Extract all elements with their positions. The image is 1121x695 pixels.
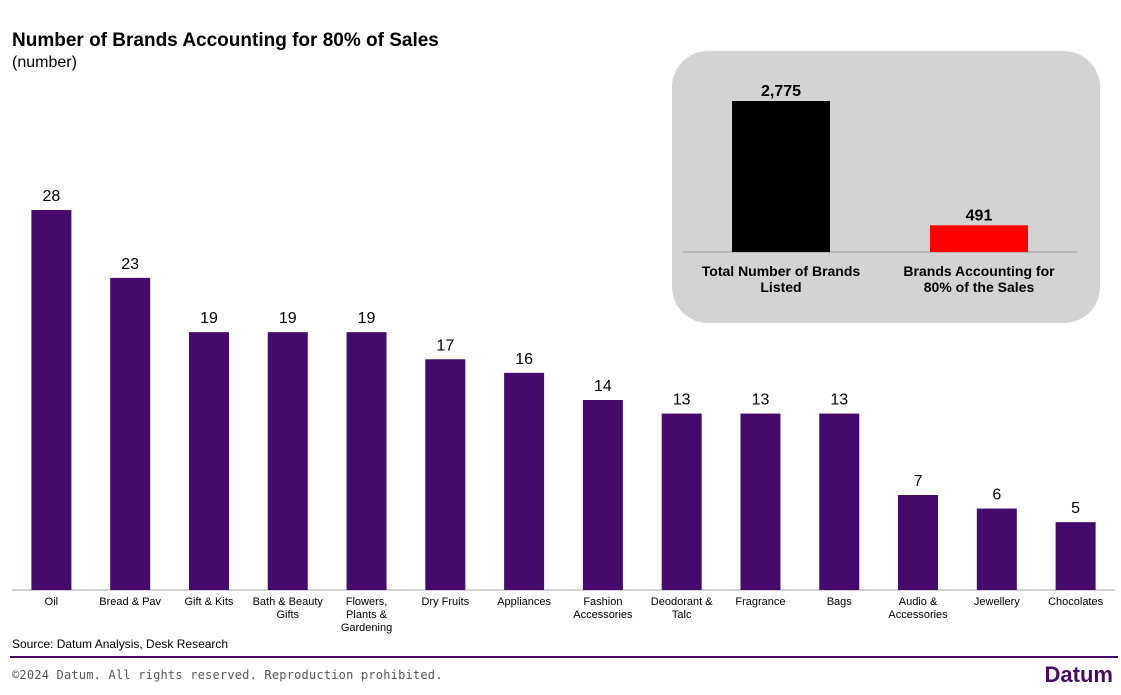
data-label: 7 [914, 473, 923, 490]
bar [425, 359, 466, 590]
main-bar-chart: 28 Oil 23 Bread & Pav 19 Gift & Kits 19 Bath & … [12, 188, 1115, 634]
x-tick-label-line: Fashion [583, 596, 622, 608]
inset-bar [930, 225, 1028, 252]
inset-tick-label-line: Brands Accounting for [903, 263, 1055, 279]
x-tick-label-line: Chocolates [1048, 596, 1104, 608]
data-label: 13 [830, 392, 848, 409]
x-tick-label-line: Gifts [276, 609, 299, 621]
inset-data-label: 2,775 [761, 83, 801, 100]
bar [898, 495, 939, 590]
copyright-text: ©2024 Datum. All rights reserved. Reprod… [12, 668, 443, 682]
data-label: 17 [436, 337, 454, 354]
data-label: 16 [515, 351, 533, 368]
x-tick-label-line: Dry Fruits [421, 596, 469, 608]
x-tick-label: Appliances [497, 596, 551, 608]
x-tick-label: Chocolates [1048, 596, 1104, 608]
footer-divider [10, 656, 1118, 658]
x-tick-label-line: Appliances [497, 596, 551, 608]
data-label: 13 [673, 392, 691, 409]
x-tick-label-line: Bread & Pav [99, 596, 161, 608]
x-tick-label-line: Audio & [899, 596, 938, 608]
source-note: Source: Datum Analysis, Desk Research [12, 637, 229, 651]
x-tick-label-line: Gardening [341, 622, 392, 634]
x-tick-label: Audio & Accessories [888, 596, 948, 621]
x-tick-label-line: Flowers, [346, 596, 388, 608]
bar [976, 508, 1017, 590]
data-label: 23 [121, 256, 139, 273]
x-tick-label: Bath & Beauty Gifts [253, 596, 324, 621]
bar [188, 332, 229, 590]
bar [661, 413, 702, 590]
inset-bar-chart: 2,775 Total Number of Brands Listed 491 Bran… [682, 83, 1078, 295]
x-tick-label: Dry Fruits [421, 596, 469, 608]
x-tick-label-line: Bath & Beauty [253, 596, 324, 608]
data-label: 14 [594, 378, 612, 395]
inset-bar [732, 101, 830, 252]
data-label: 28 [42, 188, 60, 205]
bar [582, 400, 623, 590]
x-tick-label-line: Fragrance [735, 596, 785, 608]
data-label: 13 [752, 392, 770, 409]
bar [346, 332, 387, 590]
bar [504, 372, 545, 590]
x-tick-label-line: Talc [672, 609, 692, 621]
x-tick-label-line: Plants & [346, 609, 388, 621]
inset-tick-label-line: Listed [760, 279, 801, 295]
inset-tick-label: Brands Accounting for 80% of the Sales [903, 263, 1055, 295]
x-tick-label: Oil [45, 596, 58, 608]
x-tick-label: Jewellery [974, 596, 1020, 608]
x-tick-label-line: Jewellery [974, 596, 1020, 608]
x-tick-label-line: Deodorant & [651, 596, 713, 608]
bar [31, 210, 72, 590]
inset-panel: 2,775 Total Number of Brands Listed 491 Bran… [672, 51, 1100, 323]
x-tick-label-line: Bags [827, 596, 853, 608]
data-label: 6 [992, 487, 1001, 504]
bar [267, 332, 308, 590]
inset-data-label: 491 [966, 207, 993, 224]
data-label: 19 [200, 310, 218, 327]
x-tick-label-line: Oil [45, 596, 58, 608]
inset-tick-label-line: Total Number of Brands [702, 263, 861, 279]
inset-tick-label: Total Number of Brands Listed [702, 263, 861, 295]
x-tick-label: Flowers, Plants & Gardening [341, 596, 392, 634]
x-tick-label: Fragrance [735, 596, 785, 608]
x-tick-label: Fashion Accessories [573, 596, 633, 621]
inset-tick-label-line: 80% of the Sales [924, 279, 1035, 295]
x-tick-label: Gift & Kits [185, 596, 234, 608]
data-label: 5 [1071, 500, 1080, 517]
data-label: 19 [358, 310, 376, 327]
chart-title: Number of Brands Accounting for 80% of S… [12, 30, 439, 51]
bar [819, 413, 860, 590]
bar [110, 277, 151, 590]
data-label: 19 [279, 310, 297, 327]
brand-logo: Datum [1044, 662, 1113, 687]
bar [740, 413, 781, 590]
x-tick-label-line: Accessories [888, 609, 948, 621]
x-tick-label: Deodorant & Talc [651, 596, 713, 621]
bar [1055, 522, 1096, 590]
x-tick-label-line: Accessories [573, 609, 633, 621]
chart-subtitle: (number) [12, 54, 77, 71]
x-tick-label: Bread & Pav [99, 596, 161, 608]
x-tick-label: Bags [827, 596, 853, 608]
x-tick-label-line: Gift & Kits [185, 596, 234, 608]
